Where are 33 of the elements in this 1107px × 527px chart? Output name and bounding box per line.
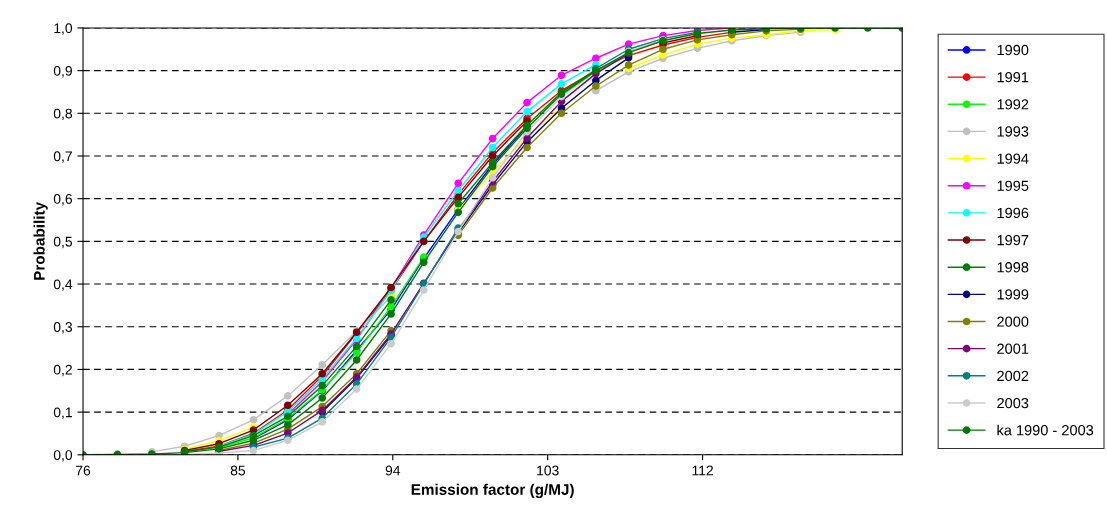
y-tick-label: 0,6 — [53, 194, 72, 206]
y-tick-label: 0,2 — [53, 364, 72, 377]
legend-label: 1994 — [997, 153, 1029, 164]
x-tick-label: 76 — [76, 465, 91, 476]
x-tick-label: 112 — [692, 465, 713, 476]
x-tick-label: 94 — [385, 465, 401, 476]
y-tick-label: 0,7 — [53, 151, 72, 163]
x-tick-label: 103 — [537, 465, 559, 476]
y-tick-label: 0,0 — [53, 450, 73, 462]
y-tick-label: 0,1 — [53, 407, 72, 419]
legend-label: 2002 — [997, 370, 1029, 382]
x-tick-label: 85 — [230, 465, 246, 476]
y-tick-label: 0,9 — [53, 65, 72, 78]
legend-label: 2000 — [997, 316, 1029, 327]
y-tick-label: 0,5 — [53, 236, 73, 249]
y-tick-label: 0,3 — [53, 322, 72, 334]
legend-label: 1992 — [997, 99, 1029, 110]
legend-label: 2003 — [997, 397, 1029, 409]
y-tick-label: 0,8 — [53, 108, 73, 121]
legend-label: 1993 — [997, 126, 1029, 137]
legend-label: 1997 — [997, 234, 1029, 246]
y-axis-title: Probability — [33, 201, 48, 280]
y-tick-label: 0,4 — [53, 279, 73, 291]
legend-label: 1991 — [997, 72, 1029, 83]
legend-label: 1995 — [997, 180, 1029, 191]
legend-label: 1990 — [997, 44, 1029, 56]
y-tick-label: 1,0 — [54, 23, 73, 35]
legend-label: 1998 — [997, 262, 1029, 273]
legend-label: ka 1990 - 2003 — [997, 424, 1094, 436]
legend-label: 1999 — [997, 289, 1029, 300]
legend-label: 1996 — [997, 207, 1029, 219]
x-axis-title: Emission factor (g/MJ) — [411, 483, 574, 499]
legend-label: 2001 — [997, 343, 1029, 354]
